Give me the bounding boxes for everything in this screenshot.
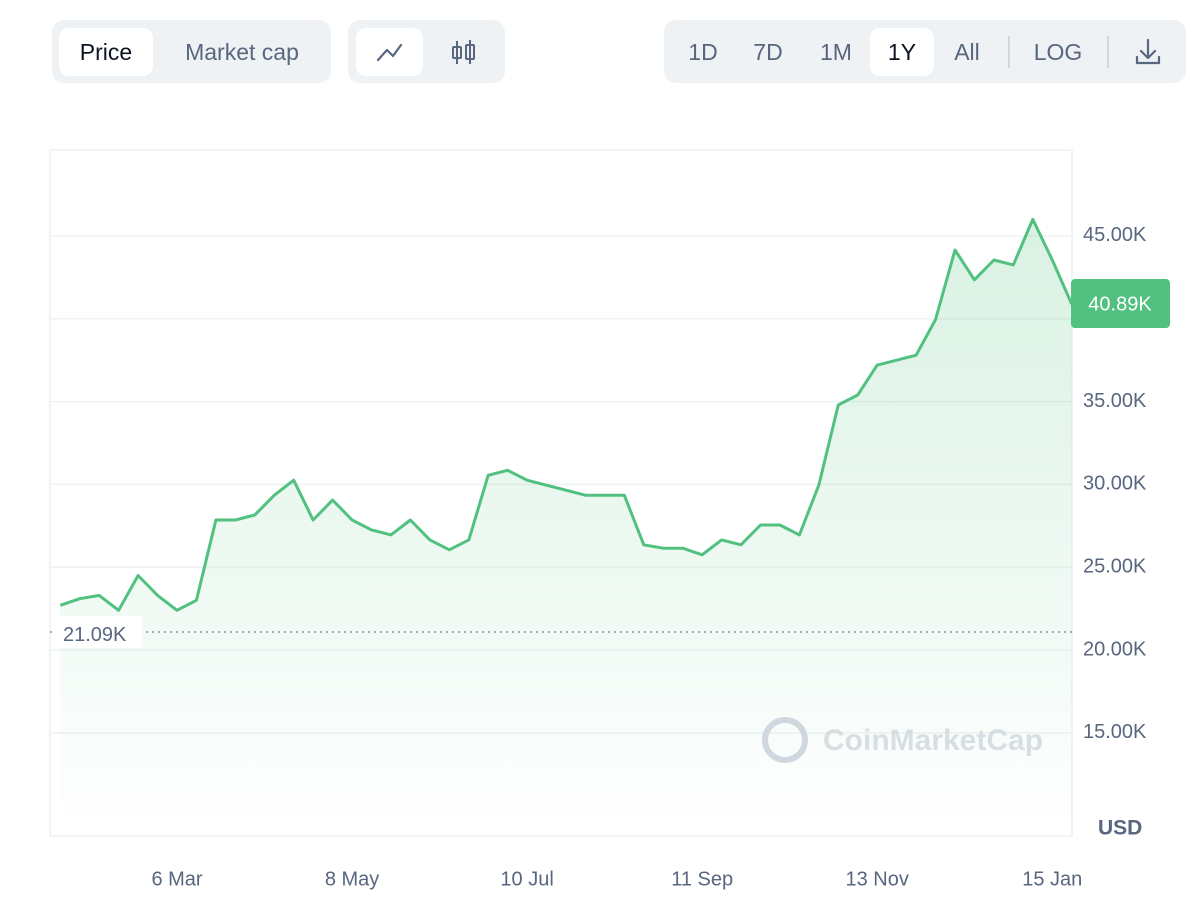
view-tabs: Price Market cap: [52, 20, 331, 83]
candle-chart-button[interactable]: [430, 28, 497, 76]
range-button[interactable]: 1Y: [870, 28, 934, 76]
range-button[interactable]: 1M: [820, 39, 852, 65]
chart-style-tabs: [348, 20, 505, 83]
area: [60, 219, 1072, 836]
separator: [1107, 36, 1109, 68]
candle-icon: [452, 40, 475, 64]
y-tick-label: 15.00K: [1083, 721, 1147, 743]
x-tick-label: 11 Sep: [671, 868, 733, 890]
log-toggle[interactable]: LOG: [1033, 39, 1083, 65]
line-icon: [376, 43, 403, 62]
line-chart-button[interactable]: [356, 28, 423, 76]
last-price-label: 40.89K: [1088, 293, 1152, 315]
separator: [1008, 36, 1010, 68]
y-tick-label: 40.00K: [1083, 307, 1147, 329]
download-icon: [1135, 38, 1161, 65]
currency-label: USD: [1098, 817, 1142, 840]
watermark-logo: [762, 717, 808, 763]
download-button[interactable]: [1121, 28, 1175, 76]
range-button[interactable]: 1D: [688, 39, 718, 65]
market-cap-tab[interactable]: Market cap: [185, 39, 299, 65]
x-tick-label: 10 Jul: [500, 868, 553, 890]
x-tick-label: 8 May: [325, 868, 379, 890]
y-tick-label: 30.00K: [1083, 473, 1147, 495]
reference-label: 21.09K: [63, 624, 127, 646]
price-line: [59, 217, 1074, 612]
range-tabs: LOG 1D 7D 1M 1Y All: [664, 20, 1186, 83]
x-tick-label: 6 Mar: [151, 868, 202, 890]
y-tick-label: 20.00K: [1083, 638, 1147, 660]
watermark: CoinMarketCap: [823, 724, 1043, 757]
x-tick-label: 13 Nov: [846, 868, 909, 890]
range-button[interactable]: All: [954, 39, 980, 65]
reference-badge: [56, 615, 142, 648]
x-tick-label: 15 Jan: [1022, 868, 1082, 890]
y-tick-label: 35.00K: [1083, 390, 1147, 412]
y-tick-label: 25.00K: [1083, 555, 1147, 577]
price-line-below: [60, 219, 1071, 610]
y-tick-label: 45.00K: [1083, 224, 1147, 246]
price-tab[interactable]: Price: [59, 28, 153, 76]
plot-frame: [49, 149, 1073, 837]
range-button[interactable]: 7D: [753, 39, 783, 65]
last-price-badge: [1071, 279, 1170, 329]
